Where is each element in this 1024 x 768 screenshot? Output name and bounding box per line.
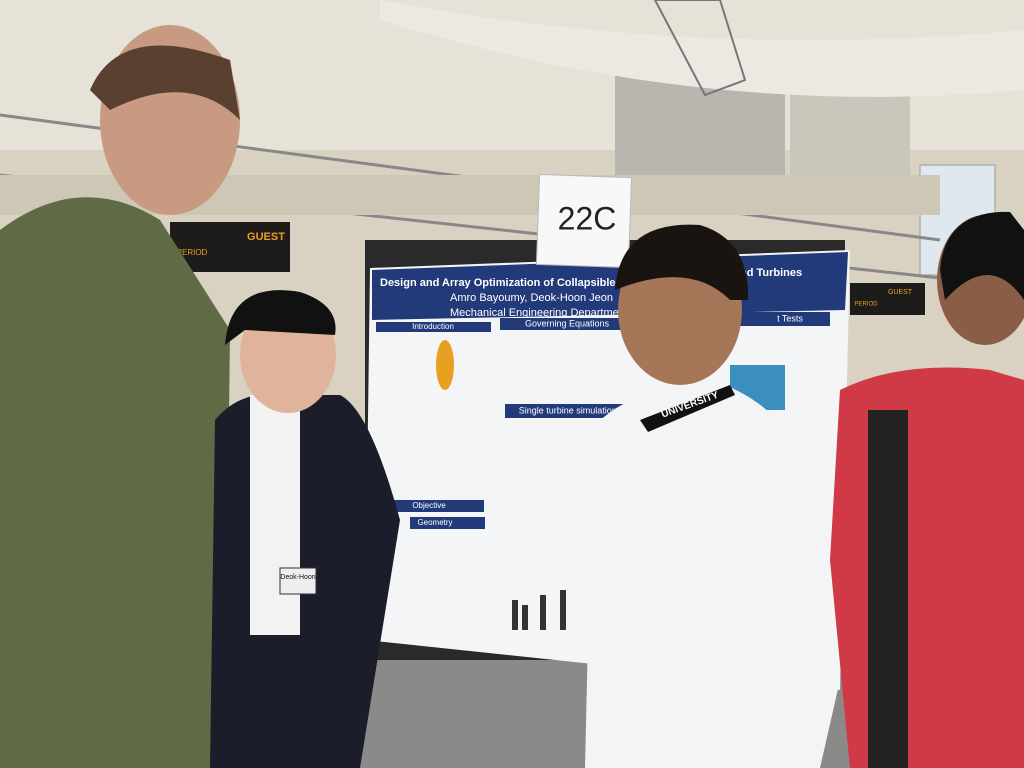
poster-department: Mechanical Engineering Department, — [450, 307, 631, 319]
section-title: Objective — [412, 501, 446, 510]
shirt — [250, 395, 300, 635]
scoreboard-label: GUEST — [247, 231, 285, 243]
badge — [279, 567, 317, 595]
hair — [90, 45, 240, 121]
bag-strap — [868, 410, 908, 768]
person-white-shirt — [585, 380, 840, 768]
section-bar — [410, 517, 485, 529]
poster-authors: Amro Bayoumy, Deok-Hoon Jeon — [450, 292, 613, 304]
scoreboard-sub-label: PERIOD — [854, 302, 878, 308]
sign-text: 22C — [558, 200, 617, 236]
hair — [615, 224, 749, 300]
scoreboard — [170, 222, 290, 272]
bar-figure — [512, 590, 566, 630]
scoreboard — [850, 283, 925, 315]
person-red-shirt — [830, 367, 1024, 768]
section-title: Introduction — [412, 322, 454, 331]
hoop — [653, 0, 747, 97]
person-green-shirt — [0, 197, 230, 768]
scoreboard-sub-label: PERIOD — [177, 248, 208, 257]
lanyard — [640, 385, 735, 432]
section-bar — [740, 312, 830, 326]
hair — [225, 290, 336, 345]
section-bar — [500, 318, 635, 330]
section-title: Governing Equations — [525, 318, 610, 328]
scoreboard-label: GUEST — [888, 289, 913, 296]
figure — [436, 340, 454, 390]
section-bar — [376, 322, 491, 332]
section-title: Geometry — [417, 518, 452, 527]
duct — [380, 0, 1024, 97]
section-bar — [505, 404, 635, 418]
section-bar — [374, 500, 484, 512]
poster-title: nd Turbines — [740, 267, 802, 279]
badge-name: Deok-Hoon — [280, 574, 316, 581]
hair — [940, 211, 1024, 300]
poster-title: Design and Array Optimization of Collaps… — [380, 277, 644, 289]
section-title: Single turbine simulations — [519, 405, 622, 415]
section-title: t Tests — [777, 313, 803, 323]
sign-card — [535, 173, 633, 269]
